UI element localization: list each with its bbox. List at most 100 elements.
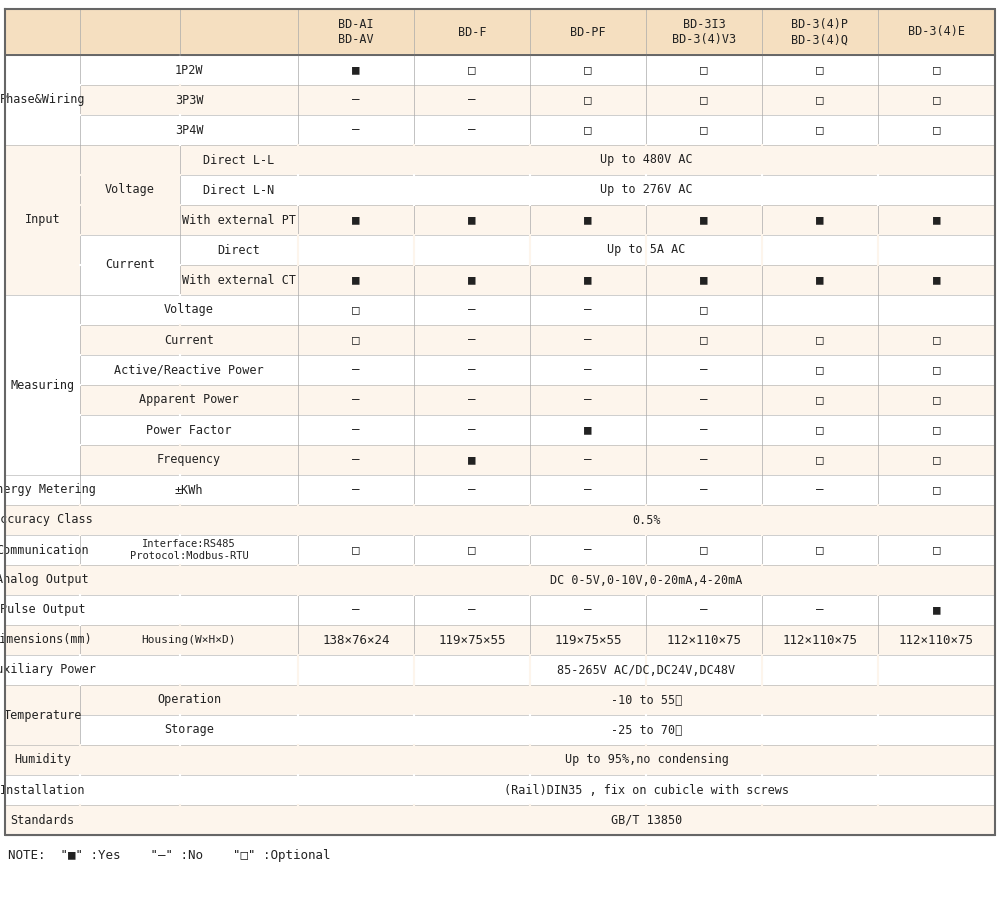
Text: ■: ■ xyxy=(352,274,360,286)
Text: ■: ■ xyxy=(468,274,476,286)
Text: □: □ xyxy=(584,64,592,76)
Bar xyxy=(5,145,80,295)
Bar xyxy=(5,295,80,475)
Text: With external PT: With external PT xyxy=(182,214,296,226)
Bar xyxy=(80,385,298,415)
Text: 119×75×55: 119×75×55 xyxy=(438,634,506,646)
Bar xyxy=(5,565,995,595)
Bar xyxy=(80,505,298,535)
Bar xyxy=(5,685,995,715)
Bar xyxy=(5,715,995,745)
Text: —: — xyxy=(352,394,360,406)
Text: —: — xyxy=(584,454,592,466)
Text: —: — xyxy=(468,604,476,616)
Bar xyxy=(80,625,298,655)
Bar xyxy=(80,565,298,595)
Text: NOTE:  "■" :Yes    "—" :No    "□" :Optional: NOTE: "■" :Yes "—" :No "□" :Optional xyxy=(8,849,330,862)
Text: □: □ xyxy=(816,64,824,76)
Text: □: □ xyxy=(584,94,592,106)
Text: Communication: Communication xyxy=(0,544,89,556)
Bar xyxy=(5,295,995,325)
Text: Housing(W×H×D): Housing(W×H×D) xyxy=(142,635,236,645)
Text: —: — xyxy=(584,394,592,406)
Text: BD-3(4)E: BD-3(4)E xyxy=(908,25,965,38)
Bar xyxy=(80,655,298,685)
Text: □: □ xyxy=(700,94,708,106)
Text: 119×75×55: 119×75×55 xyxy=(554,634,622,646)
Bar xyxy=(180,205,298,235)
Text: □: □ xyxy=(933,544,940,556)
Bar xyxy=(80,295,298,325)
Bar xyxy=(80,415,298,445)
Text: ■: ■ xyxy=(700,274,708,286)
Text: —: — xyxy=(468,364,476,376)
Bar xyxy=(5,55,995,85)
Bar xyxy=(5,655,80,685)
Text: □: □ xyxy=(352,544,360,556)
Text: Accuracy Class: Accuracy Class xyxy=(0,514,92,526)
Text: —: — xyxy=(584,604,592,616)
Bar xyxy=(5,265,995,295)
Bar xyxy=(5,355,995,385)
Text: □: □ xyxy=(700,334,708,346)
Text: 112×110×75: 112×110×75 xyxy=(782,634,858,646)
Text: —: — xyxy=(468,304,476,316)
Text: -10 to 55℃: -10 to 55℃ xyxy=(611,694,682,706)
Bar xyxy=(5,535,80,565)
Text: —: — xyxy=(468,334,476,346)
Text: BD-3(4)P
BD-3(4)Q: BD-3(4)P BD-3(4)Q xyxy=(792,18,848,46)
Bar xyxy=(5,655,995,685)
Text: —: — xyxy=(816,604,824,616)
Bar xyxy=(5,685,80,745)
Bar xyxy=(5,505,995,535)
Bar xyxy=(80,325,298,355)
Bar xyxy=(180,235,298,265)
Text: Installation: Installation xyxy=(0,784,85,796)
Text: Analog Output: Analog Output xyxy=(0,574,89,586)
Text: □: □ xyxy=(468,544,476,556)
Text: ■: ■ xyxy=(933,214,940,226)
Text: Dimensions(mm): Dimensions(mm) xyxy=(0,634,92,646)
Text: —: — xyxy=(468,424,476,436)
Bar xyxy=(80,685,298,715)
Text: □: □ xyxy=(468,64,476,76)
Text: 3P4W: 3P4W xyxy=(175,124,203,136)
Bar xyxy=(80,355,298,385)
Text: □: □ xyxy=(352,304,360,316)
Text: 112×110×75: 112×110×75 xyxy=(666,634,742,646)
Bar xyxy=(180,145,298,175)
Text: ■: ■ xyxy=(584,214,592,226)
Bar xyxy=(80,745,298,775)
Text: Up to 95%,no condensing: Up to 95%,no condensing xyxy=(565,754,728,766)
Text: —: — xyxy=(700,604,708,616)
Text: —: — xyxy=(352,424,360,436)
Bar xyxy=(5,745,80,775)
Text: □: □ xyxy=(700,64,708,76)
Text: ±KWh: ±KWh xyxy=(175,484,203,496)
Text: Voltage: Voltage xyxy=(164,304,214,316)
Bar xyxy=(5,475,995,505)
Text: —: — xyxy=(352,364,360,376)
Text: —: — xyxy=(468,484,476,496)
Bar xyxy=(80,55,298,85)
Text: BD-AI
BD-AV: BD-AI BD-AV xyxy=(338,18,374,46)
Text: □: □ xyxy=(933,124,940,136)
Text: Direct L-L: Direct L-L xyxy=(203,154,275,166)
Text: ■: ■ xyxy=(468,454,476,466)
Text: Interface:RS485
Protocol:Modbus-RTU: Interface:RS485 Protocol:Modbus-RTU xyxy=(130,539,248,561)
Text: —: — xyxy=(584,544,592,556)
Text: □: □ xyxy=(933,364,940,376)
Text: —: — xyxy=(700,394,708,406)
Text: —: — xyxy=(352,454,360,466)
Bar xyxy=(80,535,298,565)
Text: ■: ■ xyxy=(816,214,824,226)
Text: □: □ xyxy=(816,124,824,136)
Text: ■: ■ xyxy=(584,424,592,436)
Text: —: — xyxy=(584,334,592,346)
Bar xyxy=(80,595,298,625)
Text: —: — xyxy=(584,304,592,316)
Text: Apparent Power: Apparent Power xyxy=(139,394,239,406)
Text: Power Factor: Power Factor xyxy=(146,424,232,436)
Text: ■: ■ xyxy=(584,274,592,286)
Text: 3P3W: 3P3W xyxy=(175,94,203,106)
